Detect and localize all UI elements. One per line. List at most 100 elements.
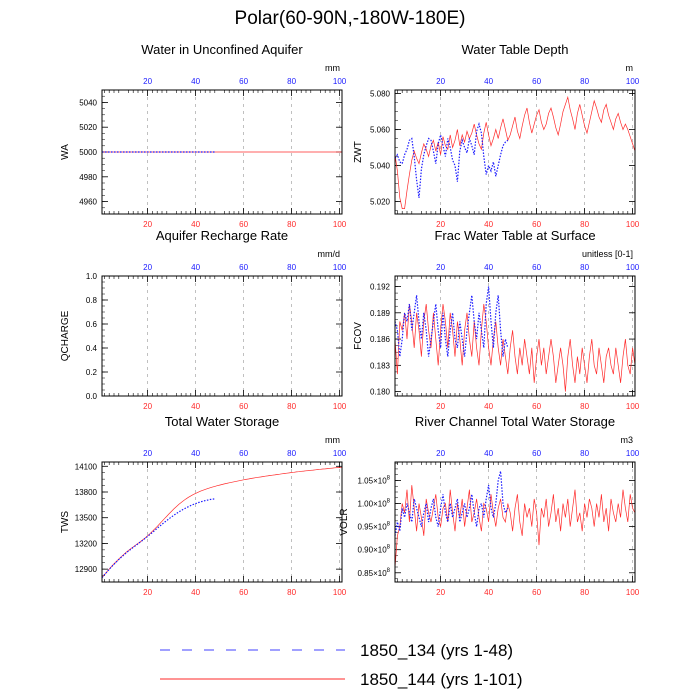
y-tick-label: 0.90×108 [358, 545, 391, 555]
x-tick-label-top: 20 [436, 263, 445, 272]
x-tick-label-top: 20 [436, 77, 445, 86]
series-line [394, 286, 509, 357]
x-tick-label-top: 100 [626, 77, 640, 86]
x-tick-label: 80 [580, 220, 589, 229]
x-tick-label: 100 [626, 588, 640, 597]
x-tick-label-top: 80 [287, 449, 296, 458]
x-tick-label-top: 80 [287, 77, 296, 86]
x-tick-label: 40 [484, 588, 493, 597]
x-tick-label: 80 [580, 402, 589, 411]
x-tick-label-top: 60 [239, 263, 248, 272]
series-line [394, 471, 509, 536]
x-tick-label: 20 [436, 588, 445, 597]
y-tick-label: 0.192 [370, 283, 391, 292]
x-tick-label: 20 [436, 220, 445, 229]
y-tick-label: 0.95×108 [358, 522, 391, 532]
y-tick-label: 1.0 [86, 272, 98, 281]
y-tick-label: 5.040 [370, 161, 391, 170]
y-tick-label: 5040 [79, 98, 97, 107]
x-tick-label-top: 60 [532, 449, 541, 458]
y-axis-label: ZWT [353, 141, 364, 163]
panel-frame [101, 89, 343, 215]
y-tick-label: 0.180 [370, 388, 391, 397]
y-axis-label: TWS [60, 511, 71, 534]
x-tick-label: 60 [532, 220, 541, 229]
legend-label: 1850_144 (yrs 1-101) [360, 670, 523, 689]
x-tick-label: 100 [333, 588, 347, 597]
y-tick-label: 0.2 [86, 368, 98, 377]
series-line [394, 95, 636, 209]
x-tick-label-top: 60 [532, 263, 541, 272]
y-tick-label: 0.186 [370, 335, 391, 344]
y-tick-label: 5.060 [370, 126, 391, 135]
x-tick-label-top: 100 [333, 449, 347, 458]
x-tick-label-top: 80 [580, 449, 589, 458]
x-tick-label-top: 80 [580, 77, 589, 86]
y-axis-label: WA [60, 144, 71, 160]
x-tick-label-top: 40 [191, 263, 200, 272]
x-tick-label: 100 [333, 220, 347, 229]
x-tick-label-top: 80 [580, 263, 589, 272]
panel-title: Water Table Depth [462, 42, 569, 57]
y-axis-label: QCHARGE [60, 310, 71, 361]
y-tick-label: 12900 [75, 565, 98, 574]
x-tick-label: 80 [287, 588, 296, 597]
x-tick-label: 60 [239, 220, 248, 229]
x-tick-label: 40 [484, 220, 493, 229]
panel-units: mm [325, 435, 340, 445]
y-tick-label: 4980 [79, 173, 97, 182]
x-tick-label-top: 100 [626, 449, 640, 458]
x-tick-label: 60 [532, 402, 541, 411]
y-tick-label: 5020 [79, 123, 97, 132]
x-tick-label-top: 60 [239, 449, 248, 458]
x-tick-label-top: 60 [532, 77, 541, 86]
y-tick-label: 1.00×108 [358, 499, 391, 509]
y-tick-label: 5.080 [370, 90, 391, 99]
x-tick-label: 60 [239, 588, 248, 597]
x-tick-label: 80 [287, 402, 296, 411]
x-tick-label: 40 [191, 402, 200, 411]
series-line [101, 466, 343, 578]
x-tick-label: 80 [287, 220, 296, 229]
y-tick-label: 0.8 [86, 296, 98, 305]
x-tick-label-top: 60 [239, 77, 248, 86]
y-tick-label: 4960 [79, 198, 97, 207]
panel-units: mm [325, 63, 340, 73]
x-tick-label-top: 80 [287, 263, 296, 272]
x-tick-label: 40 [484, 402, 493, 411]
y-tick-label: 13500 [75, 514, 98, 523]
panel-frame [394, 275, 636, 397]
y-tick-label: 5.020 [370, 197, 391, 206]
panel-frame [101, 461, 343, 583]
y-tick-label: 0.4 [86, 344, 98, 353]
y-axis-label: VOLR [339, 508, 350, 535]
x-tick-label-top: 20 [143, 263, 152, 272]
x-tick-label: 40 [191, 220, 200, 229]
x-tick-label: 20 [143, 588, 152, 597]
panel-title: Frac Water Table at Surface [434, 228, 595, 243]
y-tick-label: 0.183 [370, 361, 391, 370]
figure-title: Polar(60-90N,-180W-180E) [234, 8, 466, 29]
x-tick-label-top: 40 [191, 449, 200, 458]
y-tick-label: 0.0 [86, 392, 98, 401]
x-tick-label-top: 100 [626, 263, 640, 272]
x-tick-label-top: 40 [484, 263, 493, 272]
series-line [394, 485, 636, 569]
x-tick-label: 20 [143, 220, 152, 229]
x-tick-label: 40 [191, 588, 200, 597]
x-tick-label: 60 [239, 402, 248, 411]
series-line [394, 303, 636, 392]
x-tick-label-top: 100 [333, 77, 347, 86]
y-tick-label: 14100 [75, 462, 98, 471]
panel-units: m [626, 63, 634, 73]
x-tick-label-top: 20 [143, 77, 152, 86]
panel-units: mm/d [318, 249, 341, 259]
x-tick-label: 100 [333, 402, 347, 411]
y-tick-label: 0.6 [86, 320, 98, 329]
y-tick-label: 0.189 [370, 309, 391, 318]
panel-units: m3 [620, 435, 633, 445]
y-tick-label: 0.85×108 [358, 568, 391, 578]
panel-frame [394, 461, 636, 583]
